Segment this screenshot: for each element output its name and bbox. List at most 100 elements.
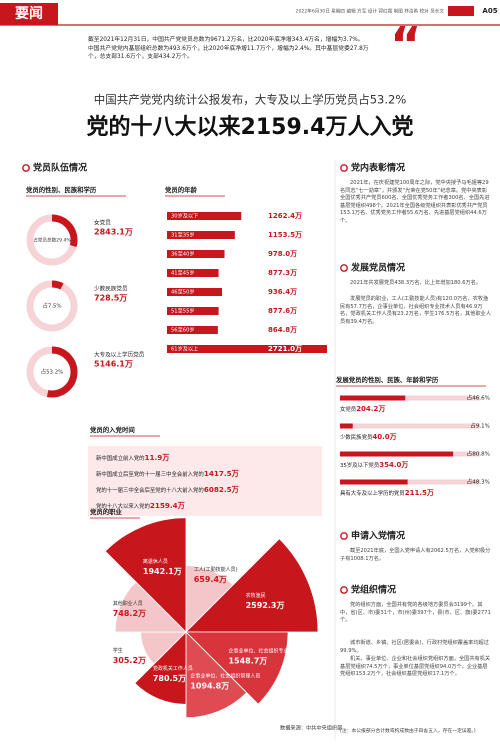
dev-label: 女党员 <box>340 405 357 413</box>
page-number: A05 <box>482 7 497 15</box>
age-bar <box>167 307 219 315</box>
item-value: 728.5万 <box>94 294 127 303</box>
section-title: 党组织情况 <box>351 584 396 596</box>
age-label: 41至45岁 <box>171 269 195 277</box>
joining-value: 11.9万 <box>145 453 170 462</box>
age-label: 51至55岁 <box>171 307 195 315</box>
occupation-label: 其他职业人员 <box>113 600 143 607</box>
age-label: 46至50岁 <box>171 288 195 296</box>
occupation-value: 1094.8万 <box>190 682 229 691</box>
joining-label: 党的十一届三中全会后至党的十八大前入党的 <box>96 486 204 494</box>
occupation-wedge <box>104 517 187 633</box>
age-value: 864.8万 <box>268 326 297 334</box>
item-value: 5146.1万 <box>94 360 133 369</box>
occupation-label: 工人(工勤技能人员) <box>194 566 238 573</box>
dateline: 2022年6月30日 星期四 编辑 方军 设计 郭红霞 制图 林汝希 校对 吴长… <box>296 8 445 15</box>
share-label: 占7.5% <box>42 302 61 310</box>
dev-bar <box>340 451 454 457</box>
footnote: (注：本公报部分合计数或构成数由于四舍五入，存在一定误差。) <box>340 729 476 734</box>
joining-value: 1417.5万 <box>204 469 239 478</box>
chart-title: 党员的职业 <box>90 507 123 516</box>
age-bar <box>167 231 235 239</box>
chart-title: 党员的性别、民族和学历 <box>26 185 97 194</box>
quote-mark: “ <box>390 17 422 73</box>
dev-value: 204.2万 <box>356 405 385 413</box>
age-label: 56至60岁 <box>171 326 195 334</box>
occupation-wedge <box>185 631 289 705</box>
age-value: 877.3万 <box>268 269 297 277</box>
dev-bar <box>340 423 353 429</box>
joining-line: 新中国成立前入党的11.9万 <box>96 453 169 462</box>
occupation-wedge <box>134 631 187 705</box>
joining-line: 新中国成立后至党的十一届三中全会前入党的1417.5万 <box>96 469 239 478</box>
dev-value: 40.0万 <box>372 433 396 441</box>
occupation-value: 1942.1万 <box>143 567 182 576</box>
joining-label: 新中国成立前入党的 <box>96 454 145 462</box>
paragraph: 城市街道、乡镇、社区(居委会)、行政村党组织覆盖率均超过99.9%。 <box>340 640 489 654</box>
item-label: 女党员 <box>94 219 111 227</box>
source: 数据来源：中共中央组织部 <box>280 724 342 732</box>
item-label: 少数民族党员 <box>94 285 128 293</box>
age-value: 978.0万 <box>268 250 297 258</box>
age-value: 1262.4万 <box>268 212 302 220</box>
age-bar <box>167 269 219 277</box>
ring-share <box>46 346 78 398</box>
paragraph: 党的组织方面，全国共有党的各级地方委员会3199个。其中，省(区、市)委31个，… <box>340 602 491 624</box>
joining-line: 党的十一届三中全会后至党的十八大前入党的6082.5万 <box>96 485 239 494</box>
chart-title: 发展党员的性别、民族、年龄和学历 <box>335 375 439 384</box>
item-label: 大专及以上学历党员 <box>94 351 145 359</box>
dev-track <box>340 479 480 485</box>
section-icon <box>22 164 30 172</box>
occupation-label: 企事业单位、社会组织管理人员 <box>190 673 260 680</box>
ring-share <box>51 280 64 290</box>
dev-track <box>340 423 480 429</box>
paragraph: 2021年共发展党员438.3万名，比上年增加180.6万名。 <box>350 280 482 286</box>
age-label: 61岁及以上 <box>171 345 198 353</box>
occupation-label: 学生 <box>113 647 123 654</box>
age-value: 877.6万 <box>268 307 297 315</box>
occupation-label: 农牧渔民 <box>246 592 266 599</box>
age-bar <box>167 250 225 258</box>
headline: 党的十八大以来2159.4万人入党 <box>87 114 414 140</box>
dev-line: 35岁及以下党员354.0万 <box>340 461 408 470</box>
intro-text: 截至2021年12月31日，中国共产党党员总数为9671.2万名，比2020年底… <box>88 37 364 43</box>
occupation-label: 企事业单位、社会组织专业技术人员 <box>228 648 308 655</box>
paragraph: 2021年，在庆祝建党100周年之际，党中央授予马毛姐等29名同志“七一勋章”，… <box>340 180 490 224</box>
age-value: 2721.0万 <box>268 345 302 353</box>
section-icon <box>340 164 348 172</box>
section-tab <box>0 3 58 25</box>
age-bar <box>167 288 223 296</box>
dev-label: 具有大专及以上学历的党员 <box>340 489 405 497</box>
occupation-value: 748.2万 <box>113 609 146 618</box>
section-title: 申请入党情况 <box>351 530 405 542</box>
dev-value: 354.0万 <box>379 461 408 469</box>
dev-share: 占80.8% <box>467 450 490 458</box>
age-bar <box>167 326 218 334</box>
occupation-value: 2592.3万 <box>246 601 285 610</box>
subtitle: 中国共产党党内统计公报发布，大专及以上学历党员占53.2% <box>94 93 407 107</box>
share-label: 占党员总数29.4% <box>33 237 71 244</box>
section-icon <box>340 532 348 540</box>
age-bar <box>167 212 242 220</box>
dev-track <box>340 395 480 401</box>
section-title: 党内表彰情况 <box>351 162 405 174</box>
dev-share: 占9.1% <box>470 422 490 430</box>
age-label: 36至40岁 <box>171 250 195 258</box>
paragraph: 机关、事业单位、企业和社会组织党组织方面，全国共有机关基层党组织74.5万个，事… <box>340 656 491 678</box>
occupation-value: 305.2万 <box>113 656 146 665</box>
occupation-label: 党政机关工作人员 <box>153 665 193 672</box>
section-title: 发展党员情况 <box>350 262 405 274</box>
occupation-value: 1548.7万 <box>228 657 267 666</box>
section-icon <box>340 586 348 594</box>
intro-text: 中国共产党党内基层组织总数为493.6万个，比2020年底净增11.7万个，增幅… <box>88 46 369 60</box>
dev-line: 少数民族党员40.0万 <box>340 433 397 442</box>
dev-share: 占48.3% <box>467 478 490 486</box>
age-label: 31至35岁 <box>171 231 195 239</box>
age-value: 1153.5万 <box>268 231 302 239</box>
joining-label: 新中国成立后至党的十一届三中全会前入党的 <box>96 470 204 478</box>
section-icon <box>340 264 348 272</box>
age-value: 936.4万 <box>268 288 297 296</box>
item-value: 2843.1万 <box>94 228 133 237</box>
dev-label: 35岁及以下党员 <box>340 461 380 469</box>
